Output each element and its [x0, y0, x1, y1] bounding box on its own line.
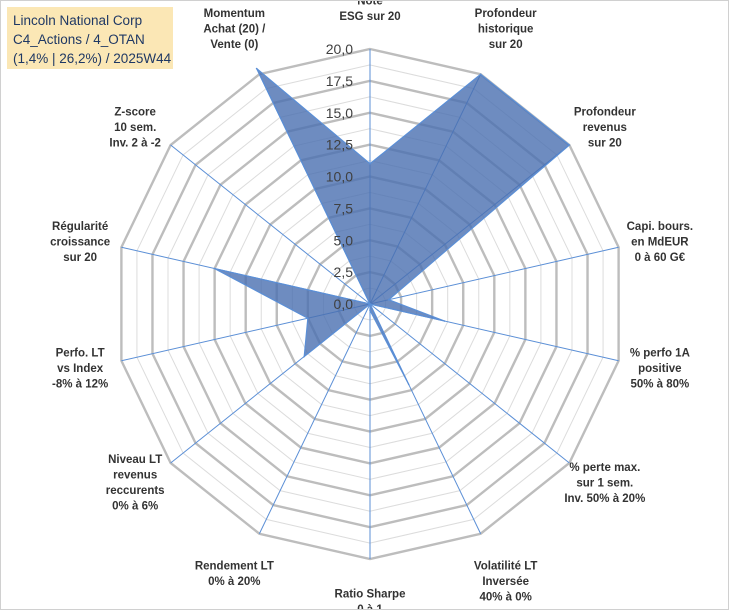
- title-line-3: (1,4% | 26,2%) / 2025W44: [13, 51, 172, 66]
- series-point: [213, 267, 216, 270]
- tick-label: 10,0: [326, 169, 353, 185]
- series-point: [443, 320, 446, 322]
- series-point: [369, 309, 371, 312]
- title-line-2: C4_Actions / 4_OTAN: [13, 32, 145, 47]
- series-point: [407, 383, 410, 386]
- series-point: [369, 162, 371, 165]
- axis-label: Momentum Achat (20) / Vente (0): [203, 8, 266, 51]
- series-point: [307, 317, 309, 319]
- axis-label: Capi. bours. en MdEUR 0 à 60 G€: [627, 221, 693, 264]
- series-point: [568, 144, 571, 146]
- tick-label: 7,5: [334, 200, 354, 216]
- tick-label: 2,5: [334, 264, 354, 280]
- axis-label: Régularité croissance sur 20: [50, 221, 110, 264]
- tick-label: 12,5: [326, 137, 353, 153]
- axis-label: Note ESG sur 20: [339, 1, 400, 23]
- axis-label: Volatilité LT Inversée 40% à 0%: [474, 560, 537, 603]
- series-point: [369, 303, 371, 305]
- radar-series: [213, 67, 571, 386]
- axis-label: Profondeur historique sur 20: [475, 8, 537, 51]
- series-point: [303, 355, 306, 358]
- radar-tick-labels: 0,0 2,5 5,0 7,5 10,0 12,5 15,0 17,5 20,0: [326, 41, 353, 312]
- axis-label: Perfo. LT vs Index -8% à 12%: [52, 348, 108, 391]
- axis-label: Profondeur revenus sur 20: [574, 107, 636, 150]
- spoke-line: [369, 246, 619, 305]
- title-line-1: Lincoln National Corp: [13, 13, 143, 28]
- tick-label: 15,0: [326, 105, 353, 121]
- axis-label: Z-score 10 sem. Inv. 2 à -2: [109, 107, 161, 150]
- tick-label: 20,0: [326, 41, 353, 57]
- spoke-line: [369, 303, 570, 464]
- spoke-line: [170, 144, 371, 305]
- axis-label: Niveau LT revenus reccurents 0% à 6%: [106, 454, 165, 513]
- spoke-line: [258, 303, 371, 534]
- axis-label: % perte max. sur 1 sem. Inv. 50% à 20%: [564, 462, 645, 505]
- chart-title-box: Lincoln National Corp C4_Actions / 4_OTA…: [7, 7, 173, 69]
- axis-label: Rendement LT 0% à 20%: [195, 560, 274, 588]
- axis-label: % perfo 1A positive 50% à 80%: [630, 348, 690, 391]
- radar-axis-labels: Note ESG sur 20 Profondeur historique sur 20…: [50, 1, 693, 609]
- tick-label: 17,5: [326, 73, 353, 89]
- series-point: [479, 73, 482, 76]
- series-point: [255, 67, 258, 70]
- series-point: [387, 298, 390, 301]
- tick-label: 0,0: [334, 296, 354, 312]
- tick-label: 5,0: [334, 232, 354, 248]
- axis-label: Ratio Sharpe0 à 1: [335, 589, 406, 610]
